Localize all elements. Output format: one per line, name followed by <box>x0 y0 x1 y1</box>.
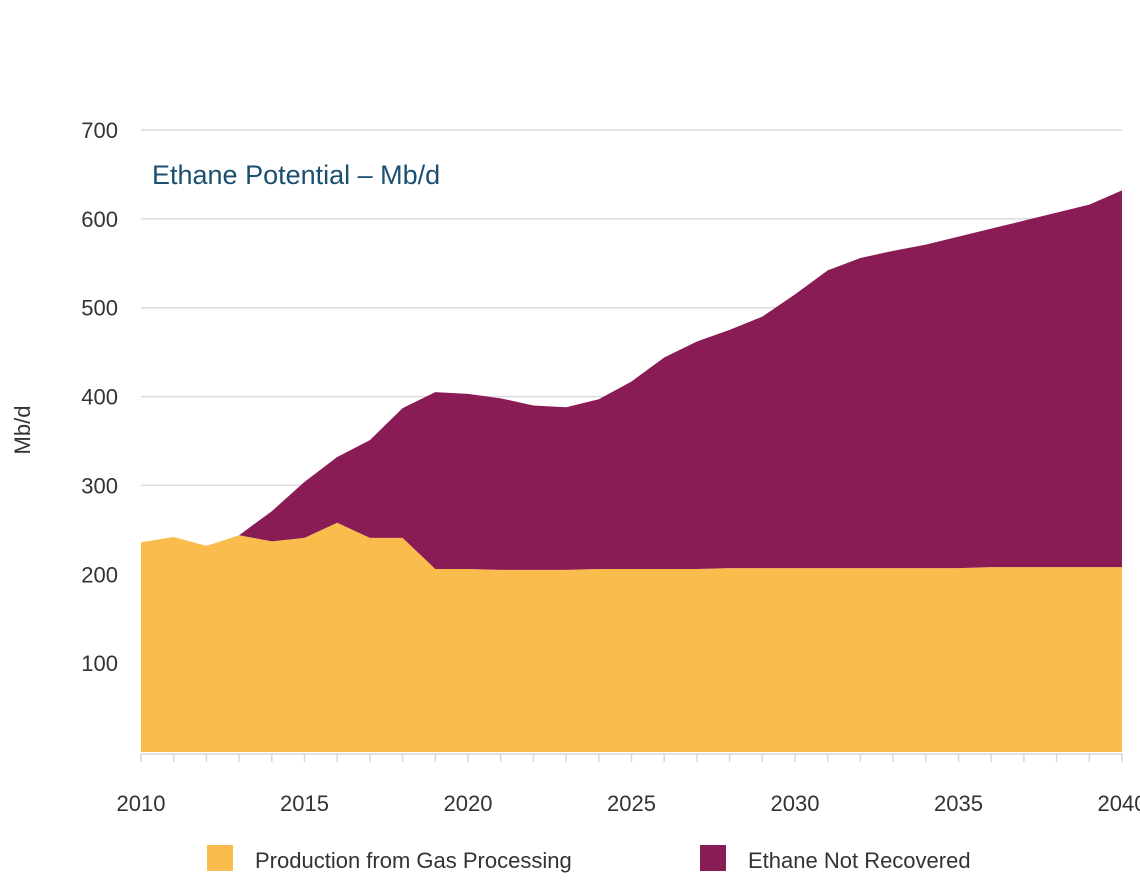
y-tick-label: 400 <box>81 385 118 410</box>
x-tick-label: 2030 <box>771 791 820 816</box>
x-tick-label: 2035 <box>934 791 983 816</box>
x-tick-label: 2020 <box>444 791 493 816</box>
y-axis: 100 200 300 400 500 600 700 <box>81 118 118 676</box>
y-tick-label: 500 <box>81 296 118 321</box>
y-axis-label: Mb/d <box>10 406 35 455</box>
x-tick-label: 2040 <box>1098 791 1140 816</box>
legend-swatch-gas-processing <box>207 845 233 871</box>
y-tick-label: 100 <box>81 651 118 676</box>
chart-title: Ethane Potential – Mb/d <box>152 160 440 190</box>
x-tick-label: 2025 <box>607 791 656 816</box>
legend-swatch-not-recovered <box>700 845 726 871</box>
y-tick-label: 200 <box>81 562 118 587</box>
legend-label-gas-processing: Production from Gas Processing <box>255 848 572 873</box>
legend-label-not-recovered: Ethane Not Recovered <box>748 848 971 873</box>
y-tick-label: 600 <box>81 207 118 232</box>
y-tick-label: 300 <box>81 473 118 498</box>
legend: Production from Gas Processing Ethane No… <box>207 845 971 873</box>
y-tick-label: 700 <box>81 118 118 143</box>
area-series <box>141 190 1122 752</box>
area-gas-processing <box>141 522 1122 752</box>
x-tick-label: 2015 <box>280 791 329 816</box>
area-not-recovered <box>141 190 1122 570</box>
x-tick-label: 2010 <box>117 791 166 816</box>
x-axis: 2010 2015 2020 2025 2030 2035 2040 <box>117 753 1140 816</box>
